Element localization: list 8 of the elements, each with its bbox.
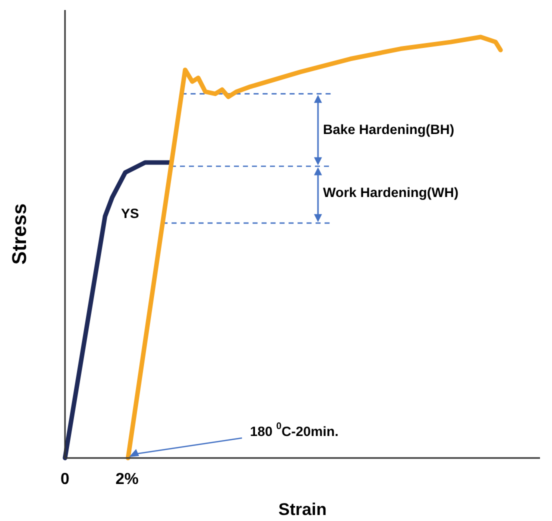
annotation: YS (121, 206, 140, 221)
x-tick-label: 0 (60, 471, 70, 488)
annotation: Bake Hardening(BH) (323, 122, 454, 137)
annotation: Work Hardening(WH) (323, 184, 458, 200)
x-axis-title: Strain (278, 500, 327, 519)
x-tick-label: 2% (116, 471, 139, 488)
y-axis-title: Stress (9, 203, 31, 265)
annotation: 180 $^{0}$C-20min. (250, 421, 339, 439)
